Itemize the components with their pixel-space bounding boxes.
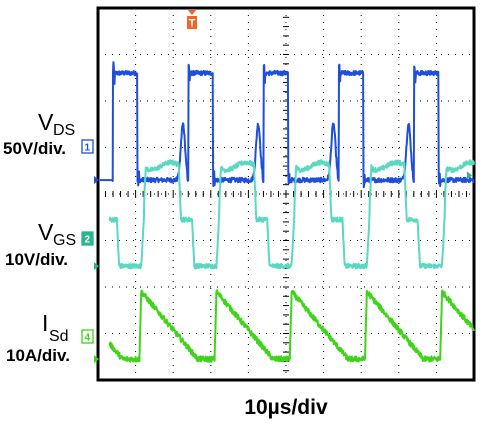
channel-1-number: 1: [85, 143, 91, 154]
channel-2-label: V GS 10V/div. 2: [5, 219, 94, 269]
trace-sd: [108, 289, 475, 363]
ground-level-arrow: [94, 176, 99, 185]
trace-layer: [94, 61, 475, 364]
channel-2-number: 2: [85, 235, 91, 246]
channel-1-label: V DS 50V/div. 1: [3, 109, 94, 158]
vgs-scale-label: 10V/div.: [5, 250, 68, 269]
vgs-label-main: V: [38, 219, 54, 245]
ground-level-arrow: [94, 355, 99, 364]
channel-4-number: 4: [85, 333, 91, 344]
ground-level-arrow: [94, 262, 99, 271]
trigger-label: T: [189, 18, 196, 30]
trigger-arrow: [188, 10, 196, 15]
channel-4-marker: 4: [81, 329, 94, 344]
scope-screen: T: [94, 6, 476, 382]
trace-marker-right: [467, 171, 472, 180]
isd-scale-label: 10A/div.: [6, 346, 70, 365]
vgs-label-sub: GS: [53, 232, 76, 249]
vds-scale-label: 50V/div.: [3, 139, 66, 158]
trace-ds: [111, 61, 475, 189]
trigger-box: [187, 16, 197, 29]
channel-4-label: I Sd 10A/div. 4: [6, 310, 94, 365]
channel-2-marker: 2: [81, 231, 94, 246]
isd-label-main: I: [42, 310, 48, 336]
time-scale-label: 10µs/div: [244, 396, 328, 419]
trigger-marker: T: [187, 10, 197, 30]
vds-label-main: V: [38, 109, 54, 135]
isd-label-sub: Sd: [49, 328, 69, 345]
vds-label-sub: DS: [53, 122, 75, 139]
trace-gs: [108, 159, 475, 270]
channel-1-marker: 1: [81, 139, 94, 154]
channel-labels: V DS 50V/div. 1 V GS 10V/div. 2 I Sd 10A…: [3, 109, 94, 365]
